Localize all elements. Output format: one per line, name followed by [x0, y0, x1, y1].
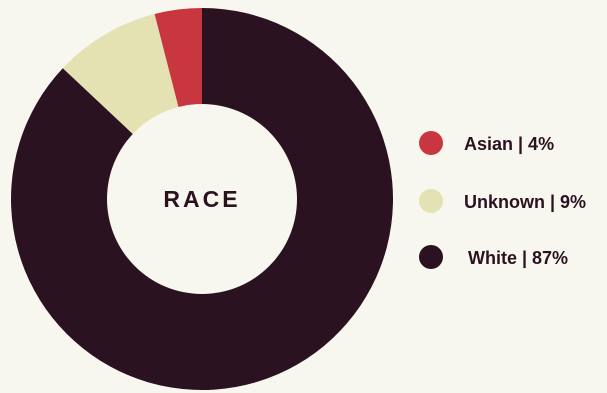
legend-label-unknown: Unknown | 9% [464, 192, 586, 212]
legend-label-asian: Asian | 4% [464, 134, 554, 154]
legend-label-white: White | 87% [468, 248, 568, 268]
legend: Asian | 4% Unknown | 9% White | 87% [419, 131, 586, 269]
legend-marker-white [419, 245, 443, 269]
chart-title: RACE [163, 186, 240, 212]
donut-hole [107, 104, 297, 294]
legend-marker-asian [419, 131, 443, 155]
legend-marker-unknown [419, 189, 443, 213]
